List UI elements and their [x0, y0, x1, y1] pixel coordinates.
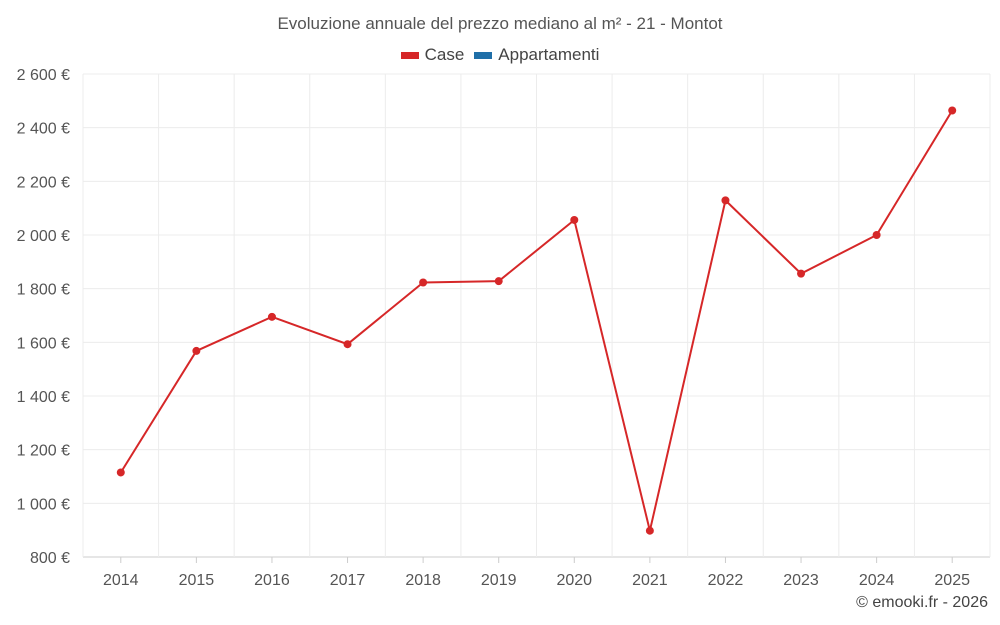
data-point	[419, 278, 428, 287]
data-point	[570, 215, 579, 224]
legend-item-appartamenti[interactable]: Appartamenti	[474, 45, 599, 65]
chart-title: Evoluzione annuale del prezzo mediano al…	[277, 14, 723, 33]
legend-label-case: Case	[424, 45, 465, 64]
x-tick-label: 2017	[330, 572, 366, 589]
x-tick-label: 2025	[934, 572, 970, 589]
data-point	[494, 277, 503, 286]
data-point	[192, 346, 201, 355]
y-tick-label: 1 000 €	[17, 496, 70, 513]
series-line-case	[119, 109, 954, 531]
y-tick-label: 2 400 €	[17, 121, 70, 138]
y-tick-label: 1 200 €	[17, 443, 70, 460]
x-tick-label: 2024	[859, 572, 895, 589]
credit-text: © emooki.fr - 2026	[856, 594, 988, 611]
x-tick-label: 2020	[556, 572, 592, 589]
x-tick-label: 2021	[632, 572, 668, 589]
x-tick-label: 2018	[405, 572, 441, 589]
y-tick-label: 1 600 €	[17, 335, 70, 352]
data-point	[116, 468, 125, 477]
data-point	[797, 269, 806, 278]
x-tick-label: 2016	[254, 572, 290, 589]
y-tick-label: 800 €	[30, 550, 70, 567]
legend-item-case[interactable]: Case	[400, 45, 465, 65]
x-tick-label: 2019	[481, 572, 517, 589]
y-tick-label: 2 200 €	[17, 174, 70, 191]
legend-swatch-appartamenti	[474, 51, 493, 59]
legend-swatch-case	[400, 51, 419, 59]
y-tick-label: 1 400 €	[17, 389, 70, 406]
y-tick-label: 2 600 €	[17, 67, 70, 84]
data-point	[267, 312, 276, 321]
x-tick-label: 2023	[783, 572, 819, 589]
x-tick-label: 2015	[179, 572, 215, 589]
y-tick-label: 1 800 €	[17, 282, 70, 299]
legend: Case Appartamenti	[0, 45, 1000, 65]
data-point	[343, 340, 352, 349]
data-point	[721, 196, 730, 205]
y-tick-label: 2 000 €	[17, 228, 70, 245]
x-tick-label: 2014	[103, 572, 139, 589]
legend-label-appartamenti: Appartamenti	[498, 45, 600, 64]
data-point	[948, 106, 957, 115]
data-point	[872, 231, 881, 239]
data-point	[645, 526, 654, 535]
x-tick-label: 2022	[708, 572, 744, 589]
